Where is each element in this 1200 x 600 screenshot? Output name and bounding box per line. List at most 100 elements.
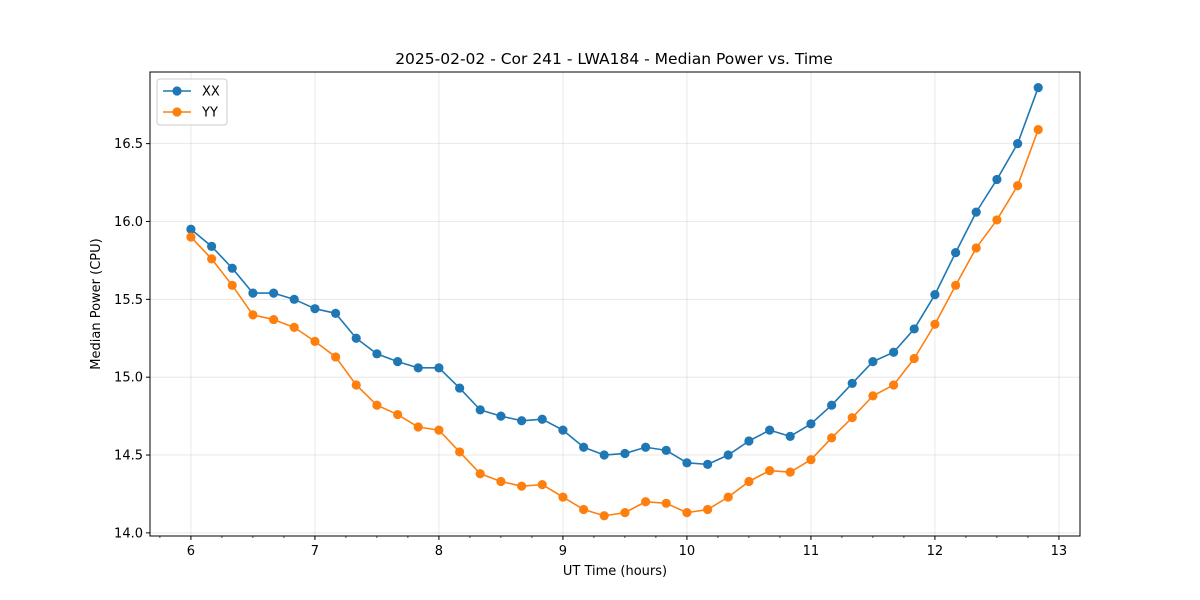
data-point-yy [744,476,754,487]
data-point-xx [1013,139,1023,149]
data-point-xx [579,442,589,452]
data-point-xx [455,383,465,393]
data-point-yy [889,380,899,390]
y-tick-label: 15.0 [114,371,143,386]
data-point-yy [1013,181,1023,191]
data-point-xx [393,357,403,367]
data-point-xx [517,416,527,426]
data-point-yy [703,504,713,515]
x-tick-label: 10 [679,544,696,559]
x-tick-label: 7 [311,544,319,559]
data-point-xx [413,363,423,373]
chart-title: 2025-02-02 - Cor 241 - LWA184 - Median P… [395,50,833,68]
data-point-yy [331,352,341,362]
data-point-yy [930,319,940,329]
data-point-yy [310,336,320,346]
axis-ticks: 6 7 8 9 10 11 12 13 14.0 14.5 15.0 15.5 16.0 16.5 [114,137,1067,559]
x-tick-label: 9 [559,544,567,559]
series-yy [186,125,1043,521]
data-point-yy [496,476,506,487]
data-point-xx [785,431,795,441]
legend-entries: XX YY [163,85,220,121]
data-point-xx [310,304,320,314]
data-point-yy [723,492,733,502]
data-point-yy [868,391,878,401]
data-point-xx [186,224,196,234]
data-point-yy [475,469,485,479]
data-point-yy [620,508,630,518]
data-point-xx [475,405,485,415]
data-point-yy [641,497,651,507]
data-point-yy [971,243,981,253]
data-point-yy [455,447,465,457]
data-point-xx [661,445,671,455]
data-point-xx [227,263,237,273]
data-point-xx [992,174,1002,185]
x-axis-label: UT Time (hours) [563,564,667,579]
data-point-xx [703,459,713,469]
legend-label: YY [201,106,218,121]
legend-entry-yy: YY [163,106,218,121]
grid [150,72,1080,536]
data-point-xx [620,448,630,459]
data-point-yy [847,413,857,423]
data-point-xx [599,450,609,460]
data-point-yy [413,422,423,432]
data-point-yy [1033,125,1043,135]
data-point-xx [331,308,341,318]
data-point-xx [372,349,382,359]
data-point-xx [827,400,837,410]
data-point-yy [579,504,589,515]
data-point-xx [951,248,961,258]
data-point-yy [517,481,527,491]
y-tick-label: 14.0 [114,526,143,541]
legend: XX YY [156,78,228,126]
data-point-yy [765,466,775,476]
data-point-xx [930,290,940,300]
data-point-yy [269,314,279,325]
data-point-xx [765,425,775,435]
data-point-yy [207,254,217,264]
data-point-xx [434,363,444,373]
data-point-yy [227,280,237,290]
data-point-yy [992,215,1002,225]
plot-area [149,71,1081,537]
data-point-xx [207,241,217,251]
y-tick-label: 16.5 [114,137,143,152]
data-point-xx [847,378,857,389]
data-point-yy [599,511,609,521]
data-point-yy [434,425,444,435]
data-point-xx [496,411,506,421]
series-xx [186,82,1043,469]
data-point-xx [971,207,981,217]
data-point-yy [537,480,547,490]
data-point-yy [289,322,299,332]
data-point-yy [372,400,382,410]
x-tick-label: 8 [435,544,443,559]
data-point-yy [351,380,361,390]
data-point-xx [558,425,568,435]
x-tick-label: 12 [927,544,944,559]
data-point-xx [269,288,279,298]
data-point-yy [951,280,961,290]
data-point-xx [744,436,754,446]
data-point-xx [537,414,547,424]
legend-entry-xx: XX [163,85,220,100]
data-point-yy [186,232,196,242]
y-axis-label: Median Power (CPU) [89,238,104,369]
data-point-yy [682,508,692,518]
legend-label: XX [202,85,220,100]
data-point-xx [248,288,258,298]
x-tick-label: 11 [803,544,820,559]
data-point-yy [785,467,795,477]
data-point-xx [909,324,919,334]
series-group [186,82,1043,521]
data-point-xx [889,347,899,357]
data-point-xx [806,419,816,429]
legend-marker [172,86,182,96]
data-point-xx [682,458,692,468]
data-point-xx [723,450,733,460]
data-point-yy [248,310,258,320]
data-point-yy [393,409,403,420]
